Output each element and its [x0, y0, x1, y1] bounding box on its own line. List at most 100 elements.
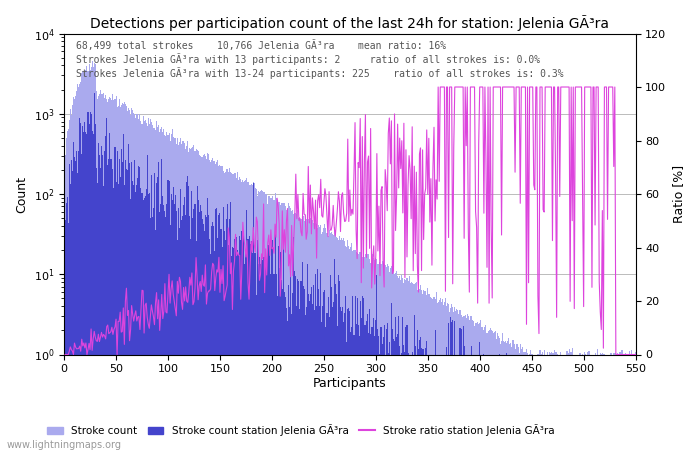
Bar — [542, 355, 544, 450]
Bar — [182, 141, 183, 450]
Bar — [120, 149, 122, 450]
Bar — [374, 260, 375, 450]
Bar — [300, 280, 302, 450]
Bar — [536, 355, 538, 450]
Bar — [223, 231, 225, 450]
Bar — [457, 310, 458, 450]
Bar — [634, 355, 635, 450]
Bar — [99, 94, 100, 450]
Bar — [377, 264, 379, 450]
Bar — [448, 305, 449, 450]
Text: 68,499 total strokes    10,766 Jelenia GÃ³ra    mean ratio: 16%
Strokes Jelenia : 68,499 total strokes 10,766 Jelenia GÃ³r… — [76, 40, 563, 79]
Bar — [345, 296, 346, 450]
Bar — [339, 281, 340, 450]
Bar — [130, 115, 131, 450]
Bar — [284, 292, 285, 450]
Bar — [473, 321, 474, 450]
Bar — [181, 220, 182, 450]
Bar — [262, 191, 263, 450]
Bar — [103, 93, 104, 450]
Bar — [239, 177, 240, 450]
Bar — [570, 351, 572, 450]
Bar — [307, 264, 308, 450]
Bar — [395, 317, 396, 450]
Bar — [308, 294, 309, 450]
Bar — [454, 321, 455, 450]
Bar — [517, 343, 518, 450]
Bar — [626, 355, 628, 450]
Bar — [550, 353, 551, 450]
Bar — [120, 105, 122, 450]
Bar — [117, 107, 118, 450]
Bar — [512, 340, 514, 450]
Bar — [364, 325, 365, 450]
Bar — [491, 331, 493, 450]
Bar — [203, 224, 204, 450]
Bar — [337, 238, 338, 450]
Bar — [579, 353, 580, 450]
Bar — [265, 194, 266, 450]
Bar — [314, 222, 315, 450]
Bar — [430, 297, 431, 450]
Bar — [310, 294, 311, 450]
Bar — [113, 100, 115, 450]
Bar — [501, 341, 502, 450]
Bar — [212, 222, 214, 450]
Bar — [617, 353, 619, 450]
Bar — [146, 189, 147, 450]
Bar — [154, 173, 155, 450]
Bar — [375, 258, 377, 450]
Bar — [323, 228, 324, 450]
Bar — [129, 163, 130, 450]
Bar — [470, 316, 471, 450]
Bar — [122, 104, 124, 450]
Bar — [80, 82, 81, 450]
Bar — [349, 310, 351, 450]
Bar — [177, 139, 178, 450]
Bar — [487, 331, 489, 450]
Bar — [152, 126, 153, 450]
Bar — [185, 216, 186, 450]
Bar — [398, 316, 399, 450]
Bar — [197, 200, 199, 450]
Bar — [232, 174, 233, 450]
Bar — [203, 155, 204, 450]
Bar — [505, 341, 506, 450]
Bar — [75, 96, 76, 450]
Stroke ratio station Jelenia GÃ³ra — [102, 324, 111, 329]
Bar — [108, 159, 109, 450]
Bar — [173, 137, 174, 450]
Bar — [289, 307, 290, 450]
Bar — [473, 355, 474, 450]
Bar — [202, 157, 203, 450]
Bar — [373, 318, 374, 450]
Bar — [84, 72, 85, 450]
Bar — [174, 204, 175, 450]
Bar — [161, 127, 162, 450]
Bar — [589, 351, 590, 450]
Bar — [340, 306, 341, 450]
Bar — [634, 355, 635, 450]
Bar — [397, 276, 398, 450]
Bar — [174, 138, 175, 450]
Bar — [212, 158, 214, 450]
Bar — [611, 353, 612, 450]
Y-axis label: Count: Count — [15, 176, 28, 212]
Bar — [282, 203, 283, 450]
Bar — [446, 346, 447, 450]
Bar — [321, 322, 322, 450]
Bar — [418, 349, 419, 450]
Bar — [223, 173, 225, 450]
Bar — [106, 118, 107, 450]
Bar — [191, 191, 193, 450]
Bar — [363, 298, 364, 450]
Bar — [351, 327, 352, 450]
Bar — [141, 193, 143, 450]
Bar — [557, 355, 558, 450]
Bar — [187, 140, 188, 450]
Bar — [531, 354, 532, 450]
Stroke ratio station Jelenia GÃ³ra — [565, 84, 573, 90]
Bar — [219, 212, 220, 450]
Bar — [469, 320, 470, 450]
Bar — [190, 149, 191, 450]
